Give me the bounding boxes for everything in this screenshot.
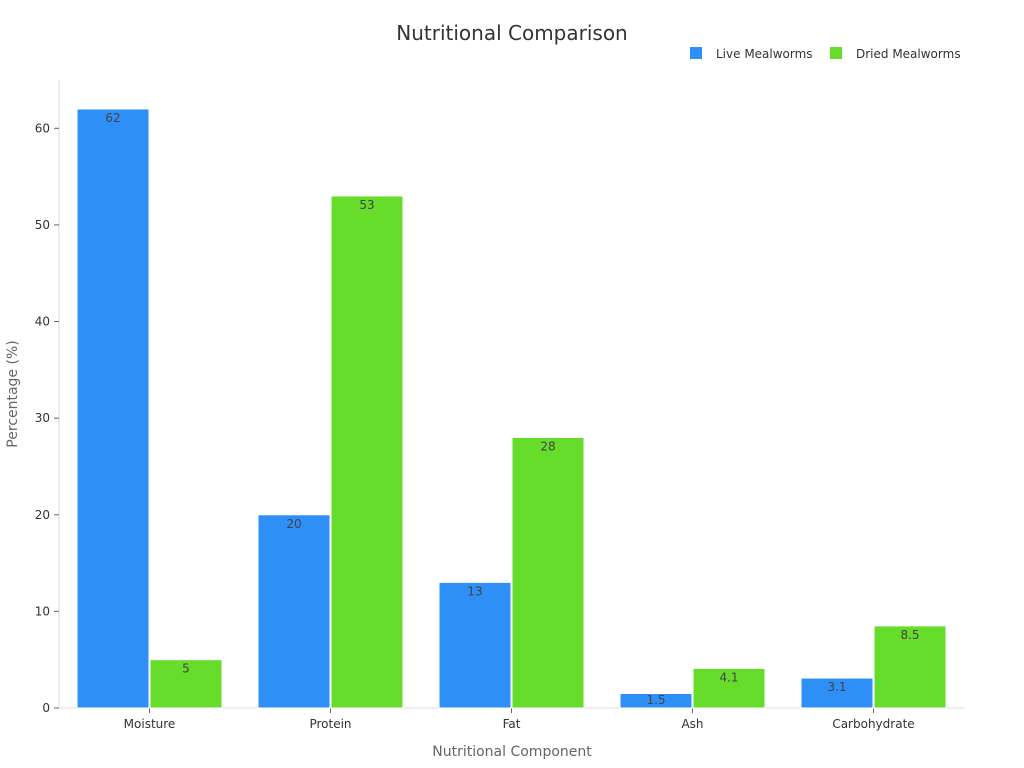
legend: Live Mealworms Dried Mealworms (690, 47, 961, 61)
x-tick-label-ash: Ash (681, 717, 703, 731)
y-tick-label: 0 (42, 701, 50, 715)
bars-group (76, 108, 947, 709)
bar-dried-mealworms-carbohydrate (873, 625, 947, 709)
legend-label-dried-mealworms: Dried Mealworms (856, 47, 961, 61)
bar-live-mealworms-fat (438, 581, 512, 709)
x-tick-label-fat: Fat (503, 717, 521, 731)
x-tick-label-carbohydrate: Carbohydrate (832, 717, 914, 731)
legend-swatch-dried-mealworms (830, 47, 842, 59)
bar-live-mealworms-moisture (76, 108, 150, 709)
data-label-live-mealworms-moisture: 62 (105, 111, 120, 125)
data-labels-group: 62 5 20 53 13 28 1.5 4.1 3.1 8.5 (105, 111, 919, 707)
y-tick-label: 50 (35, 218, 50, 232)
data-label-live-mealworms-fat: 13 (467, 584, 482, 598)
y-axis-label: Percentage (%) (5, 340, 21, 447)
data-label-dried-mealworms-moisture: 5 (182, 662, 190, 676)
y-tick-label: 30 (35, 411, 50, 425)
bar-live-mealworms-carbohydrate (800, 677, 874, 709)
x-tick-label-protein: Protein (309, 717, 351, 731)
data-label-live-mealworms-carbohydrate: 3.1 (827, 680, 846, 694)
bar-dried-mealworms-protein (330, 195, 404, 709)
data-label-dried-mealworms-ash: 4.1 (719, 670, 738, 684)
x-tick-label-moisture: Moisture (124, 717, 176, 731)
bar-dried-mealworms-ash (692, 667, 766, 709)
data-label-dried-mealworms-carbohydrate: 8.5 (900, 628, 919, 642)
bar-live-mealworms-protein (257, 514, 331, 709)
y-tick-label: 40 (35, 315, 50, 329)
legend-swatch-live-mealworms (690, 47, 702, 59)
data-label-live-mealworms-protein: 20 (286, 517, 301, 531)
data-label-dried-mealworms-protein: 53 (359, 198, 374, 212)
bar-dried-mealworms-moisture (149, 659, 223, 709)
x-axis-ticks: Moisture Protein Fat Ash Carbohydrate (124, 708, 915, 731)
y-tick-label: 60 (35, 121, 50, 135)
legend-label-live-mealworms: Live Mealworms (716, 47, 813, 61)
y-tick-label: 20 (35, 508, 50, 522)
bar-dried-mealworms-fat (511, 436, 585, 709)
data-label-dried-mealworms-fat: 28 (540, 439, 555, 453)
y-tick-label: 10 (35, 604, 50, 618)
y-axis-ticks: 0 10 20 30 40 50 60 (35, 121, 59, 715)
chart-title: Nutritional Comparison (396, 21, 627, 45)
x-axis-label: Nutritional Component (432, 744, 592, 760)
bar-live-mealworms-ash (619, 693, 693, 709)
data-label-live-mealworms-ash: 1.5 (646, 693, 665, 707)
